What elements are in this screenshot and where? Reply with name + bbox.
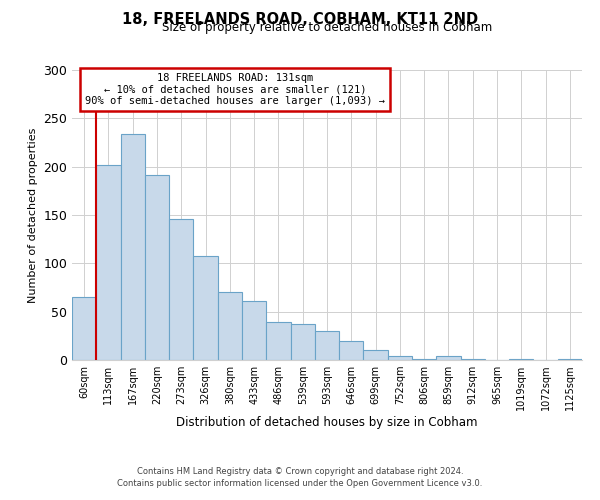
Text: Contains public sector information licensed under the Open Government Licence v3: Contains public sector information licen… bbox=[118, 478, 482, 488]
Bar bbox=[388, 356, 412, 360]
Bar bbox=[96, 164, 121, 360]
Bar bbox=[436, 356, 461, 360]
Bar bbox=[290, 324, 315, 360]
Bar bbox=[315, 331, 339, 360]
Bar bbox=[266, 322, 290, 360]
Text: 18 FREELANDS ROAD: 131sqm
← 10% of detached houses are smaller (121)
90% of semi: 18 FREELANDS ROAD: 131sqm ← 10% of detac… bbox=[85, 73, 385, 106]
Bar bbox=[339, 340, 364, 360]
Bar bbox=[169, 219, 193, 360]
Bar bbox=[193, 256, 218, 360]
Bar bbox=[461, 359, 485, 360]
Text: 18, FREELANDS ROAD, COBHAM, KT11 2ND: 18, FREELANDS ROAD, COBHAM, KT11 2ND bbox=[122, 12, 478, 28]
Bar bbox=[509, 359, 533, 360]
X-axis label: Distribution of detached houses by size in Cobham: Distribution of detached houses by size … bbox=[176, 416, 478, 429]
Text: Contains HM Land Registry data © Crown copyright and database right 2024.: Contains HM Land Registry data © Crown c… bbox=[137, 467, 463, 476]
Bar bbox=[364, 350, 388, 360]
Bar bbox=[242, 301, 266, 360]
Bar bbox=[558, 359, 582, 360]
Bar bbox=[218, 292, 242, 360]
Bar bbox=[145, 176, 169, 360]
Y-axis label: Number of detached properties: Number of detached properties bbox=[28, 128, 38, 302]
Bar bbox=[72, 297, 96, 360]
Title: Size of property relative to detached houses in Cobham: Size of property relative to detached ho… bbox=[162, 21, 492, 34]
Bar bbox=[412, 359, 436, 360]
Bar bbox=[121, 134, 145, 360]
